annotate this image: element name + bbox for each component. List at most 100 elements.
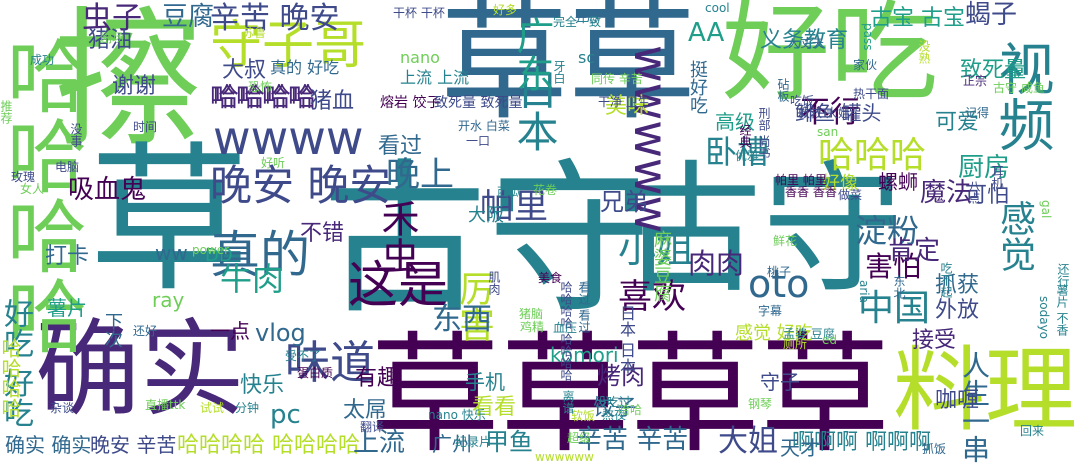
cloud-word: 感觉 [994,200,1035,272]
cloud-word: 草草草草 [370,319,891,463]
cloud-word: 耳机 [990,165,1004,189]
cloud-word: wwwww [624,45,678,234]
cloud-word: 日本 日本 [617,305,636,375]
cloud-word: 完全一致 [553,15,602,29]
cloud-word: 哈哈哈哈 [0,35,87,355]
cloud-word: 杂谈 [50,401,75,415]
cloud-word: 离谱 [561,390,575,414]
cloud-word: 淀粉 [855,212,920,250]
cloud-word: sc [578,48,596,67]
cloud-word: oto [748,262,810,306]
cloud-word: 猪血 [310,89,355,114]
cloud-word: 下次 [102,312,123,348]
cloud-word: 天才 [780,436,820,460]
cloud-word: 看过 [378,134,423,159]
cloud-word: 喜欢 [618,277,686,317]
cloud-word: 没熟 [917,40,931,64]
cloud-word: 正宗 [963,74,988,88]
cloud-word: 中国 [858,288,931,329]
cloud-word: 麻婆豆腐 [651,230,672,302]
cloud-word: 薯片 不香 [1055,284,1069,336]
cloud-word: 太屌 [343,398,388,423]
cloud-word: 古守 [322,144,652,336]
cloud-word: 砧板 [776,78,790,102]
cloud-word: 确实 确实 [5,433,92,457]
cloud-word: 有趣 [355,366,400,391]
cloud-word: 蝎子 [965,0,1018,30]
cloud-word: 好多 [493,3,518,17]
cloud-word: nano 快乐 [428,408,486,422]
cloud-word: 还好 [133,324,158,338]
cloud-word: 蛋白质 [297,366,334,380]
cloud-word: san [817,125,839,139]
cloud-word: 辛苦 辛苦 [576,425,689,455]
cloud-word: 广州 [432,432,472,456]
cloud-word: 吃饭 [790,94,815,108]
cloud-word: 美味 [605,94,650,119]
cloud-word: 豆腐 [162,2,215,32]
cloud-word: cool [705,1,730,15]
cloud-word: ww [155,241,188,265]
cloud-word: 超级 [567,431,592,445]
cloud-word: 大姐 [718,424,778,459]
cloud-word: 致死量 致死量 [434,95,523,111]
cloud-word: 大阪 [468,205,504,226]
cloud-word: 钢琴 [748,397,773,411]
cloud-word: 味道 [285,336,376,389]
cloud-word: wwww [213,111,364,165]
cloud-word: 古守 咸鱼 [993,81,1045,95]
cloud-word: 守子 [760,370,800,394]
cloud-word: pc [270,400,301,430]
cloud-word: 八点 [967,180,981,204]
cloud-word: 厕所 [783,337,808,351]
cloud-word: wwwwww [535,450,594,463]
cloud-word: 没吃过 [595,395,632,409]
cloud-word: 字幕 [758,304,783,318]
cloud-word: 记得 [965,106,990,120]
cloud-word: 开水 白菜 [458,119,510,133]
cloud-word: 啊啊啊 啊啊啊 [792,430,931,455]
cloud-word: 牛肉 [220,260,285,298]
cloud-word: 料理 [893,337,1078,444]
cloud-word: 抓获 [935,273,980,298]
cloud-word: 不错 [300,221,345,246]
cloud-word: 花卷 [533,183,558,197]
cloud-word: 确实 [35,309,246,431]
cloud-word: 致死量 [960,58,1027,83]
cloud-word: 还行 [1056,263,1070,287]
cloud-word: 魔法 [920,178,973,208]
cloud-word: 试试 [200,401,225,415]
cloud-word: 吸血鬼 [68,175,147,205]
cloud-word: vlog [255,319,306,347]
cloud-word: komori [550,343,619,367]
cloud-word: 牙白 [552,60,566,84]
cloud-word: 熬夜 [602,408,627,422]
cloud-word: 看过 看过 [577,281,591,333]
cloud-word: 晚安 辛苦 [90,433,177,457]
cloud-word: 恐怖 [248,80,273,94]
cloud-word: 不行 [800,95,860,130]
cloud-word: pass [861,23,875,51]
cloud-word: 熔岩 饺子 [380,95,441,111]
cloud-word: 螺蛳 [878,170,918,194]
cloud-word: 哈哈哈哈 [0,338,22,418]
cloud-word: 鲱鱼 罐头 [795,101,882,125]
cloud-word: 血压 [553,321,578,335]
cloud-word: 烤肉 [597,362,645,390]
cloud-word: 纪录片 [455,435,492,449]
cloud-word: 哈哈 [618,403,643,417]
cloud-word: 禾虫 [375,199,419,275]
cloud-word: 优雅 [735,149,760,163]
cloud-word: 翻译 [360,420,385,434]
cloud-word: 肌肉 [487,271,501,295]
cloud-word: 东北 [892,275,906,299]
cloud-word: 一口 [466,134,491,148]
cloud-word: 干净 卫生 [598,95,650,109]
cloud-word: 古宝 古宝 [870,6,965,31]
cloud-word: 快乐 [240,373,285,398]
cloud-word: 分钟 [235,401,260,415]
cloud-word: 这是 [348,256,448,314]
cloud-word: 桃子 [767,265,792,279]
cloud-word: 真的 好吃 [270,58,340,77]
cloud-word: 草草 [440,0,697,138]
